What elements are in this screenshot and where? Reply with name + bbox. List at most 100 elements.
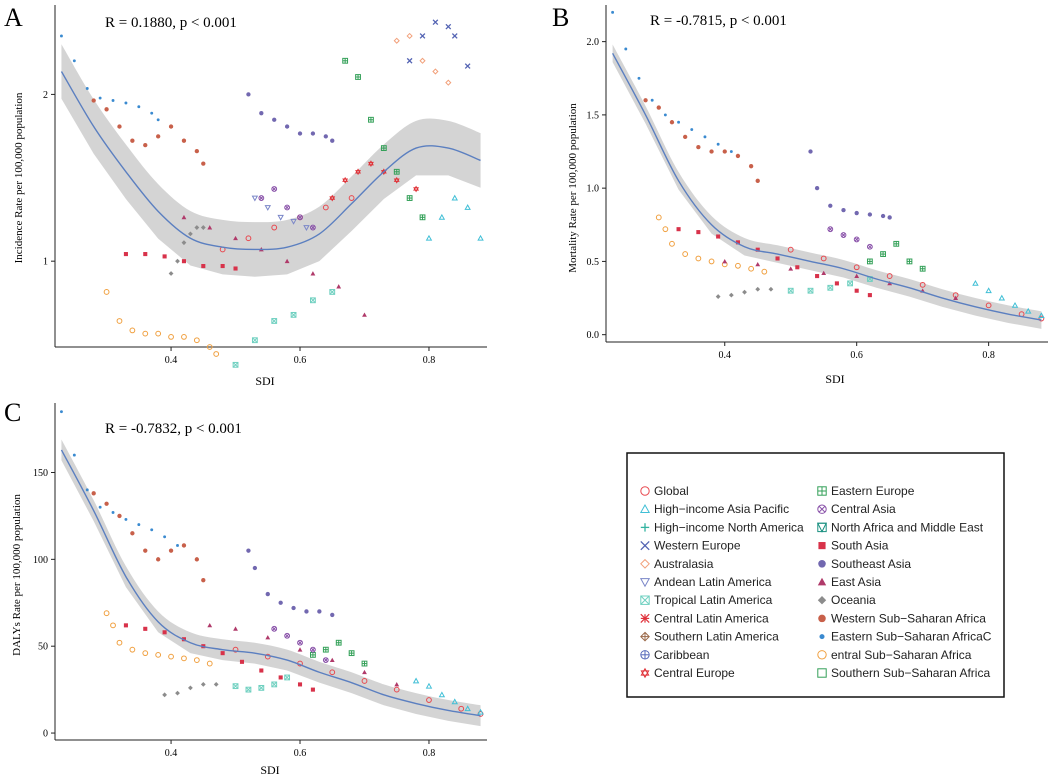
data-point (193, 657, 200, 663)
data-point (271, 186, 278, 192)
y-axis-label: DALYs Rate per 100,000 population (11, 494, 23, 656)
legend-label: South Asia (831, 539, 889, 553)
legend-marker (818, 614, 826, 623)
data-point (361, 678, 368, 684)
series-southeast-asia (808, 149, 892, 220)
data-point (264, 205, 272, 211)
confidence-band (612, 44, 1042, 329)
data-point (251, 337, 258, 344)
data-point (98, 96, 102, 100)
data-point (643, 98, 648, 103)
data-point (729, 150, 733, 153)
data-point (162, 630, 167, 635)
x-tick-label: 0.6 (850, 350, 863, 361)
data-point (310, 224, 316, 231)
data-point (755, 247, 760, 252)
data-point (284, 204, 291, 211)
data-point (265, 635, 271, 640)
data-point (451, 33, 458, 39)
data-point (181, 240, 187, 246)
legend-item: Western Sub−Saharan Africa (818, 611, 986, 625)
series-western-sub-saharan-africa (91, 491, 206, 583)
data-point (284, 124, 290, 129)
data-point (355, 74, 361, 80)
data-point (815, 274, 820, 279)
confidence-band (61, 44, 481, 277)
data-point (329, 289, 336, 295)
data-point (251, 195, 259, 202)
series-southeast-asia (246, 548, 335, 618)
data-point (867, 212, 873, 217)
legend-item: Central Asia (817, 502, 896, 516)
data-point (116, 318, 123, 324)
legend-item: Andean Latin America (639, 575, 772, 589)
series-eastern-sub-saharan-africac (60, 410, 179, 547)
data-point (72, 453, 76, 457)
x-axis-label: SDI (825, 372, 844, 386)
data-point (682, 251, 689, 257)
y-tick-label: 50 (38, 642, 48, 653)
data-point (362, 669, 367, 675)
data-point (271, 318, 278, 324)
data-point (143, 548, 148, 553)
data-point (194, 148, 200, 154)
data-point (362, 312, 367, 317)
data-point (258, 684, 265, 691)
legend-marker (818, 560, 826, 568)
data-point (290, 218, 297, 225)
data-point (451, 698, 459, 705)
legend-label: Central Latin America (654, 611, 769, 625)
data-point (284, 674, 291, 681)
legend-marker (640, 540, 650, 551)
data-point (143, 252, 148, 257)
data-point (650, 98, 654, 102)
data-point (893, 240, 900, 247)
data-point (808, 149, 813, 154)
data-point (150, 111, 154, 115)
data-point (297, 131, 303, 136)
trend-line (60, 71, 481, 251)
panel-c: C R = -0.7832, p < 0.001 DALYs Rate per … (4, 398, 487, 777)
legend-marker (817, 486, 827, 496)
data-point (233, 235, 238, 241)
trend-line (611, 53, 1042, 321)
data-point (834, 281, 839, 286)
series-eastern-europe (310, 639, 368, 667)
data-point (906, 258, 913, 265)
legend-label: Australasia (654, 557, 714, 571)
legend-marker (816, 522, 828, 533)
data-point (445, 79, 452, 86)
data-point (329, 194, 336, 202)
data-point (662, 226, 669, 233)
series-tropical-latin-america (232, 674, 291, 693)
data-point (393, 176, 400, 184)
series-western-sub-saharan-africa (91, 98, 206, 166)
data-point (175, 258, 180, 264)
data-point (735, 153, 741, 159)
data-point (310, 297, 316, 304)
data-point (322, 204, 329, 211)
data-point (985, 287, 992, 294)
series-eastern-europe (342, 57, 426, 221)
data-point (181, 138, 187, 143)
data-point (91, 98, 96, 103)
series-central-asia (258, 186, 316, 231)
data-point (425, 682, 433, 689)
data-point (124, 517, 128, 521)
data-point (841, 207, 846, 213)
data-point (310, 646, 316, 653)
data-point (98, 505, 102, 509)
series-oceania (715, 286, 774, 299)
legend-item: Australasia (640, 557, 714, 571)
legend-label: East Asia (831, 575, 881, 589)
data-point (342, 57, 349, 64)
data-point (775, 256, 780, 261)
data-point (245, 686, 252, 693)
legend-item: Oceania (817, 593, 876, 607)
data-point (181, 214, 187, 220)
series-central-asia (271, 625, 329, 663)
data-point (827, 226, 834, 233)
y-tick-label: 1 (43, 257, 48, 268)
data-point (245, 235, 252, 242)
data-point (265, 591, 270, 597)
